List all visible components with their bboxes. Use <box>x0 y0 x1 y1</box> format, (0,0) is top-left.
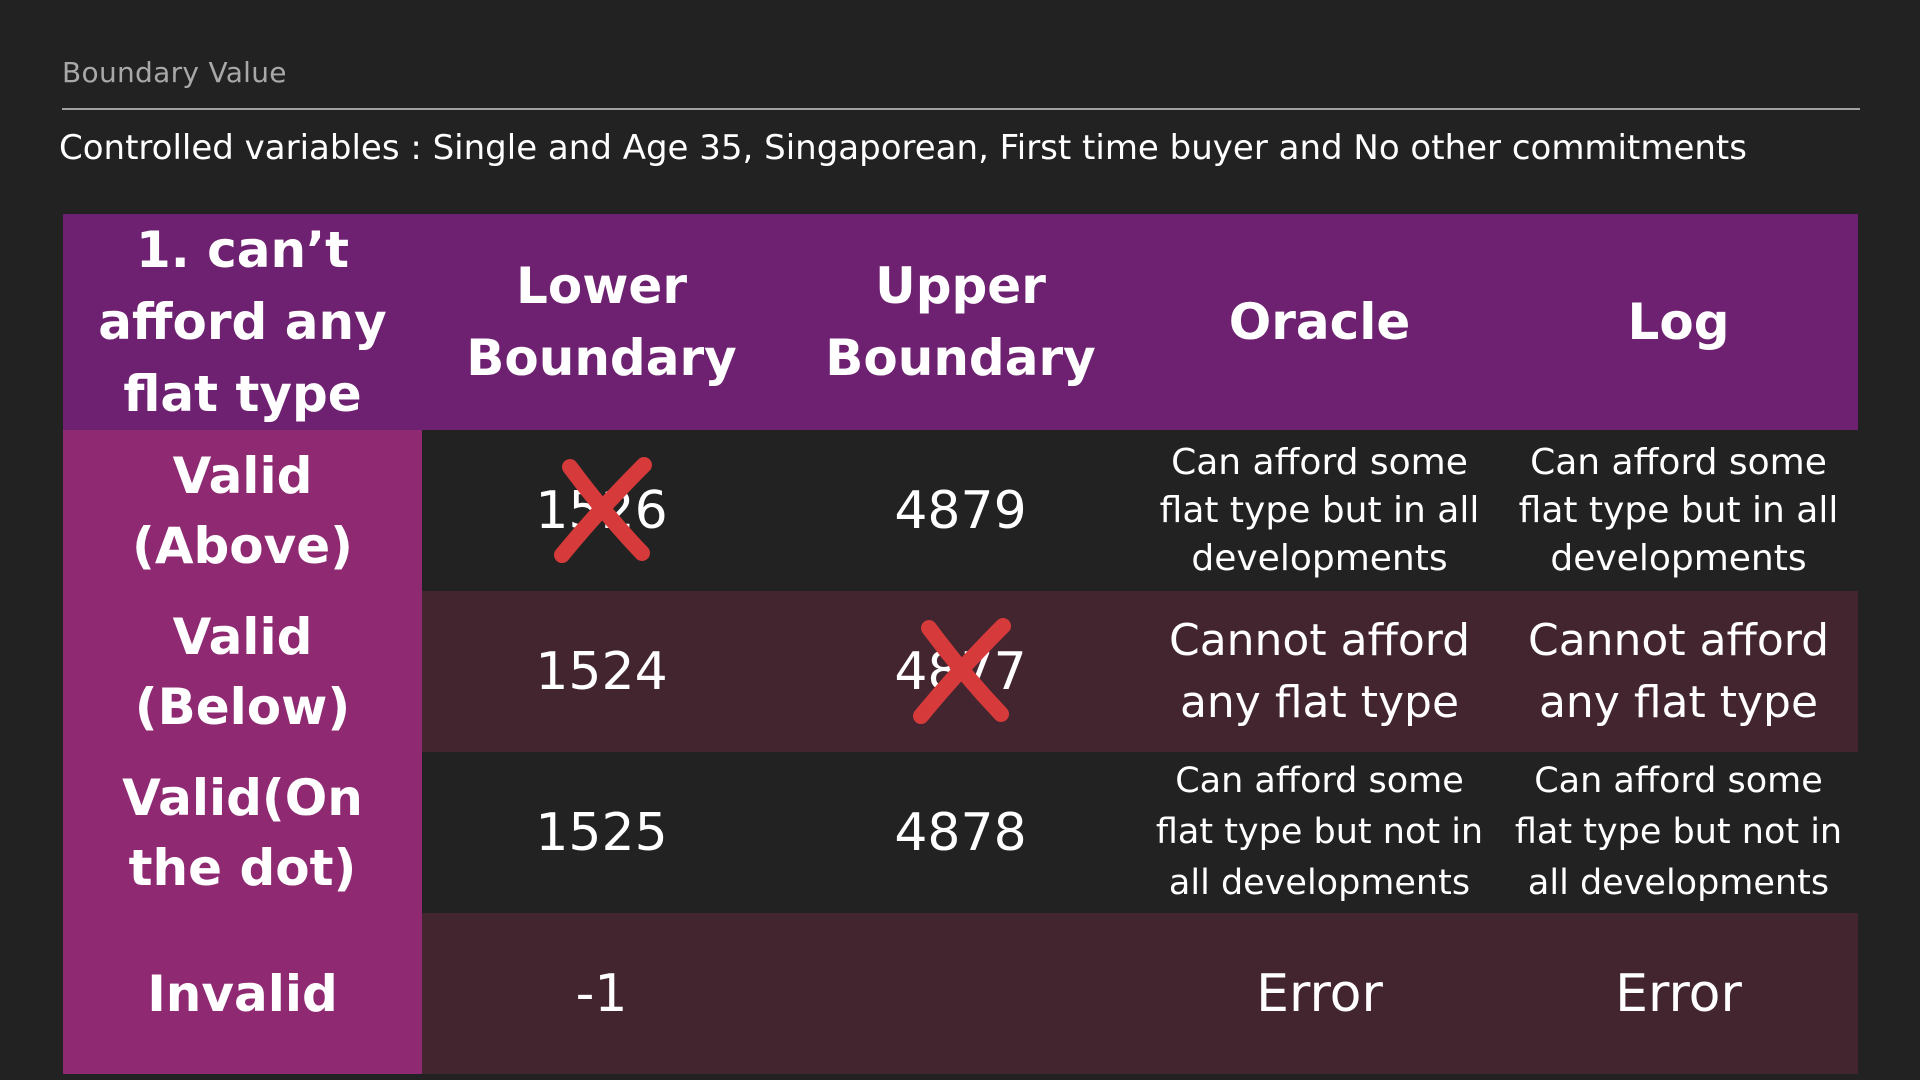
table-row-valid-above: Valid (Above) 1526 4879 Can afford some … <box>63 430 1858 591</box>
crossed-value: 1526 <box>535 456 668 563</box>
crossed-value: 4877 <box>894 617 1027 724</box>
oracle-valid-on-the-dot: Can afford some flat type but not in all… <box>1140 752 1499 913</box>
row-label-invalid: Invalid <box>63 913 422 1074</box>
row-label-valid-above: Valid (Above) <box>63 430 422 591</box>
oracle-valid-below: Cannot afford any flat type <box>1140 591 1499 752</box>
lower-value-valid-above: 1526 <box>422 430 781 591</box>
title-divider <box>62 108 1860 110</box>
header-oracle: Oracle <box>1140 214 1499 430</box>
lower-value-valid-below: 1524 <box>422 591 781 752</box>
oracle-valid-above: Can afford some flat type but in all dev… <box>1140 430 1499 591</box>
log-valid-below: Cannot afford any flat type <box>1499 591 1858 752</box>
header-log: Log <box>1499 214 1858 430</box>
header-upper-boundary: Upper Boundary <box>781 214 1140 430</box>
log-valid-on-the-dot: Can afford some flat type but not in all… <box>1499 752 1858 913</box>
header-test-case: 1. can’t afford any flat type <box>63 214 422 430</box>
row-label-valid-on-the-dot: Valid(On the dot) <box>63 752 422 913</box>
lower-value-text: 1526 <box>535 480 668 541</box>
controlled-variables-text: Controlled variables : Single and Age 35… <box>59 128 1747 168</box>
slide-label: Boundary Value <box>62 56 287 89</box>
table-header-row: 1. can’t afford any flat type Lower Boun… <box>63 214 1858 430</box>
upper-value-invalid <box>781 913 1140 1074</box>
boundary-value-table: 1. can’t afford any flat type Lower Boun… <box>63 214 1858 1074</box>
header-lower-boundary: Lower Boundary <box>422 214 781 430</box>
log-invalid: Error <box>1499 913 1858 1074</box>
row-label-valid-below: Valid (Below) <box>63 591 422 752</box>
log-valid-above: Can afford some flat type but in all dev… <box>1499 430 1858 591</box>
lower-value-invalid: -1 <box>422 913 781 1074</box>
upper-value-valid-on-the-dot: 4878 <box>781 752 1140 913</box>
table-row-valid-on-the-dot: Valid(On the dot) 1525 4878 Can afford s… <box>63 752 1858 913</box>
upper-value-valid-below: 4877 <box>781 591 1140 752</box>
table-row-valid-below: Valid (Below) 1524 4877 Cannot afford an… <box>63 591 1858 752</box>
lower-value-valid-on-the-dot: 1525 <box>422 752 781 913</box>
oracle-invalid: Error <box>1140 913 1499 1074</box>
upper-value-valid-above: 4879 <box>781 430 1140 591</box>
upper-value-text: 4877 <box>894 641 1027 702</box>
table-row-invalid: Invalid -1 Error Error <box>63 913 1858 1074</box>
